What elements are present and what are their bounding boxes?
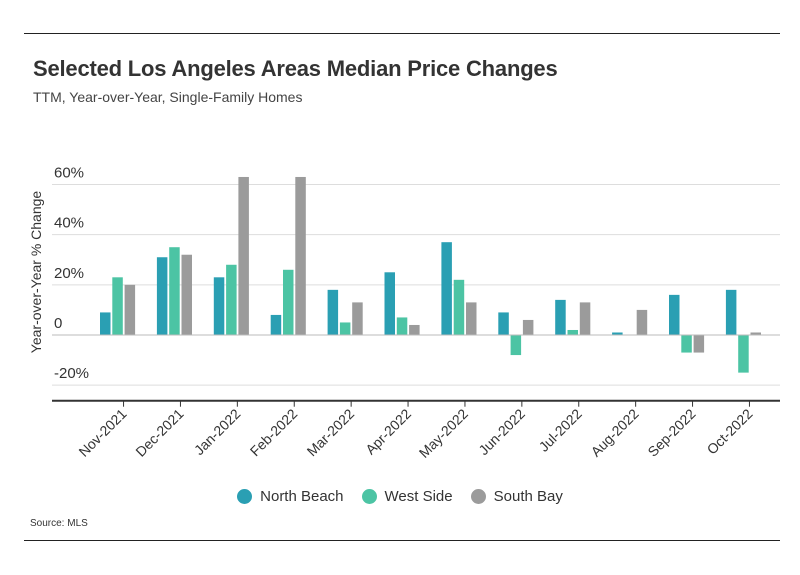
bar-south-bay bbox=[352, 302, 363, 335]
x-tick-label: Dec-2021 bbox=[132, 405, 186, 459]
bar-south-bay bbox=[693, 335, 705, 353]
bar-west-side bbox=[169, 247, 180, 335]
x-tick-label: Mar-2022 bbox=[304, 405, 358, 459]
bar-west-side bbox=[681, 335, 692, 353]
x-tick-label: Apr-2022 bbox=[362, 405, 414, 457]
y-tick-label: 20% bbox=[54, 265, 84, 282]
bar-west-side bbox=[738, 335, 749, 373]
legend: North Beach West Side South Bay bbox=[0, 488, 800, 505]
bar-west-side bbox=[396, 317, 408, 335]
chart-title: Selected Los Angeles Areas Median Price … bbox=[33, 56, 558, 81]
x-tick-label: Jul-2022 bbox=[536, 405, 585, 454]
legend-swatch-north-beach bbox=[237, 489, 253, 504]
y-axis-title: Year-over-Year % Change bbox=[28, 191, 44, 354]
bar-west-side bbox=[339, 322, 351, 335]
bar-west-side bbox=[510, 335, 522, 356]
legend-label-west-side: West Side bbox=[384, 488, 453, 505]
bar-south-bay bbox=[409, 324, 420, 335]
legend-label-north-beach: North Beach bbox=[260, 488, 344, 505]
bar-north-beach bbox=[270, 314, 282, 335]
source-note: Source: MLS bbox=[30, 518, 88, 529]
bar-north-beach bbox=[384, 272, 395, 335]
bar-west-side bbox=[567, 329, 578, 335]
bar-north-beach bbox=[669, 294, 680, 335]
legend-item-north-beach[interactable]: North Beach bbox=[237, 488, 344, 505]
y-tick-label: -20% bbox=[54, 365, 89, 382]
bar-west-side bbox=[226, 264, 237, 335]
bar-south-bay bbox=[750, 332, 761, 335]
bar-chart: -20% 0 20% 40% 60% Year-over-Year % Change Nov… bbox=[28, 165, 780, 461]
bar-west-side bbox=[112, 277, 123, 335]
bar-south-bay bbox=[238, 176, 249, 335]
legend-swatch-west-side bbox=[361, 489, 377, 504]
legend-item-south-bay[interactable]: South Bay bbox=[470, 488, 563, 505]
bar-south-bay bbox=[295, 176, 306, 335]
legend-swatch-south-bay bbox=[470, 489, 486, 504]
bar-south-bay bbox=[636, 309, 648, 335]
bar-north-beach bbox=[156, 257, 168, 335]
bar-north-beach bbox=[498, 312, 509, 335]
bar-south-bay bbox=[579, 302, 591, 335]
bar-west-side bbox=[453, 279, 465, 335]
bar-south-bay bbox=[466, 302, 477, 335]
bar-south-bay bbox=[124, 284, 136, 335]
x-tick-label: Oct-2022 bbox=[704, 405, 756, 457]
bottom-rule bbox=[24, 540, 780, 541]
x-tick-label: Feb-2022 bbox=[247, 405, 301, 459]
bar-north-beach bbox=[612, 332, 623, 335]
y-tick-label: 0 bbox=[54, 315, 62, 332]
bar-north-beach bbox=[441, 242, 452, 335]
top-rule bbox=[24, 33, 780, 34]
bar-west-side bbox=[283, 269, 294, 335]
bar-north-beach bbox=[100, 312, 111, 335]
x-tick-label: Jun-2022 bbox=[475, 405, 528, 458]
bar-north-beach bbox=[213, 277, 225, 335]
y-tick-label: 40% bbox=[54, 215, 84, 232]
x-tick-label: Nov-2021 bbox=[75, 405, 129, 459]
legend-label-south-bay: South Bay bbox=[493, 488, 563, 505]
chart-subtitle: TTM, Year-over-Year, Single-Family Homes bbox=[33, 89, 303, 105]
x-tick-label: Aug-2022 bbox=[588, 405, 642, 459]
y-tick-label: 60% bbox=[54, 165, 84, 182]
x-tick-label: Sep-2022 bbox=[644, 405, 698, 459]
bar-north-beach bbox=[555, 299, 566, 335]
x-tick-label: Jan-2022 bbox=[191, 405, 244, 458]
bar-south-bay bbox=[181, 254, 192, 335]
bar-north-beach bbox=[725, 289, 737, 335]
bar-south-bay bbox=[522, 319, 534, 335]
legend-item-west-side[interactable]: West Side bbox=[361, 488, 453, 505]
bar-north-beach bbox=[327, 289, 339, 335]
x-tick-label: May-2022 bbox=[416, 405, 471, 460]
